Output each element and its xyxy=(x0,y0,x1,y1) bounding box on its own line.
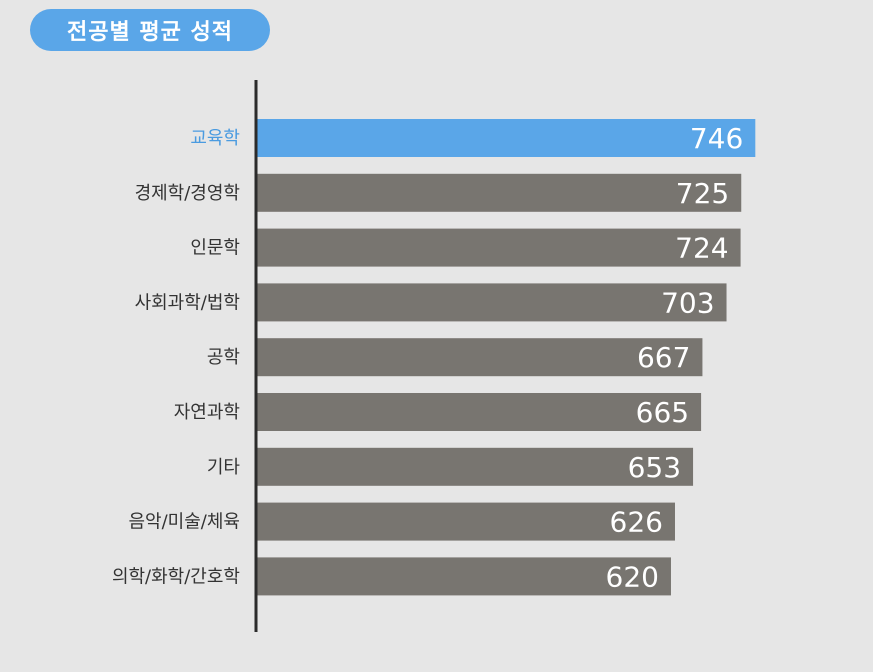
category-label: 사회과학/법학 xyxy=(135,292,240,313)
category-label: 인문학 xyxy=(190,238,240,259)
bar xyxy=(256,119,756,157)
bar-value-label: 724 xyxy=(675,232,728,265)
category-label: 교육학 xyxy=(190,128,240,149)
chart-title: 전공별 평균 성적 xyxy=(67,20,233,45)
bar xyxy=(256,283,727,322)
bar xyxy=(256,393,702,431)
bar xyxy=(256,228,741,267)
bar-value-label: 665 xyxy=(636,396,689,429)
category-label: 음악/미술/체육 xyxy=(129,512,241,533)
chart-title-badge: 전공별 평균 성적 xyxy=(30,9,270,51)
bar xyxy=(256,173,742,212)
bar-value-label: 725 xyxy=(676,177,729,210)
bar xyxy=(256,338,703,377)
bar-value-label: 620 xyxy=(606,560,659,593)
bar xyxy=(256,502,675,541)
bar xyxy=(256,557,671,596)
category-label: 경제학/경영학 xyxy=(135,183,240,204)
category-label: 기타 xyxy=(207,457,241,478)
bar xyxy=(256,447,694,486)
bar-value-label: 653 xyxy=(628,451,681,484)
category-label: 공학 xyxy=(207,347,240,368)
category-label: 의학/화학/간호학 xyxy=(112,566,240,587)
bar-value-label: 746 xyxy=(690,122,743,155)
bar-value-label: 703 xyxy=(661,286,714,319)
bar-value-label: 667 xyxy=(637,341,690,374)
bar-value-label: 626 xyxy=(610,506,663,539)
category-label: 자연과학 xyxy=(174,402,240,423)
